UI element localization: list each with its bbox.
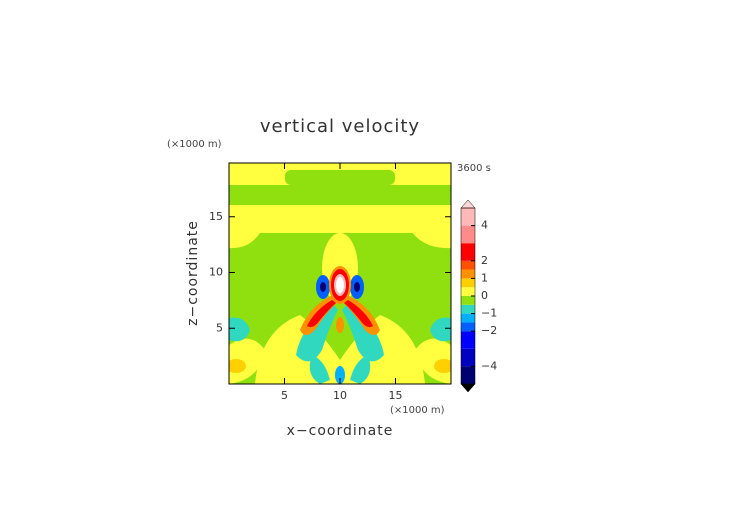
field-core bbox=[336, 277, 344, 293]
colorbar-under bbox=[460, 383, 476, 393]
colorbar-tick-label: −4 bbox=[481, 359, 497, 372]
field-arm bbox=[296, 300, 338, 362]
field-arm bbox=[342, 300, 384, 362]
field-blob bbox=[434, 359, 451, 373]
colorbar-band bbox=[461, 366, 475, 384]
colorbar-tick-label: −1 bbox=[481, 307, 497, 320]
colorbar-tick-label: 4 bbox=[481, 219, 488, 232]
colorbar-band bbox=[461, 322, 475, 332]
x-tick-label: 5 bbox=[281, 389, 288, 402]
field-blob bbox=[320, 282, 326, 292]
field-blob bbox=[336, 317, 344, 333]
x-axis-label: x−coordinate bbox=[287, 423, 394, 439]
x-tick-label: 15 bbox=[389, 389, 403, 402]
field-arm bbox=[307, 300, 336, 328]
colorbar-over bbox=[460, 199, 476, 209]
colorbar-band bbox=[461, 243, 475, 261]
colorbar-band bbox=[461, 331, 475, 349]
x-tick-label: 10 bbox=[333, 389, 347, 402]
field-arm bbox=[344, 300, 373, 328]
field-band bbox=[229, 205, 451, 249]
field-blob bbox=[354, 282, 360, 292]
field-band bbox=[285, 170, 395, 185]
y-unit: (×1000 m) bbox=[167, 139, 222, 150]
colorbar-band bbox=[461, 225, 475, 244]
colorbar-band bbox=[461, 296, 475, 305]
colorbar-tick-label: 2 bbox=[481, 254, 488, 267]
y-tick-label: 15 bbox=[209, 210, 223, 223]
colorbar-band bbox=[461, 348, 475, 367]
chart-title: vertical velocity bbox=[260, 116, 420, 137]
colorbar-band bbox=[461, 304, 475, 314]
y-axis-label: z−coordinate bbox=[185, 220, 201, 326]
field-arm bbox=[309, 355, 371, 384]
time-label: 3600 s bbox=[457, 163, 491, 174]
y-tick-label: 10 bbox=[209, 266, 223, 279]
colorbar-tick-label: −2 bbox=[481, 324, 497, 337]
colorbar-tick-label: 1 bbox=[481, 271, 488, 284]
x-unit: (×1000 m) bbox=[390, 405, 445, 416]
colorbar-band bbox=[461, 287, 475, 296]
colorbar-band bbox=[461, 269, 475, 279]
colorbar-band bbox=[461, 313, 475, 323]
field-blob bbox=[229, 359, 246, 373]
colorbar-band bbox=[461, 260, 475, 270]
colorbar-tick-label: 0 bbox=[481, 289, 488, 302]
field-blob bbox=[229, 338, 451, 384]
y-tick-label: 5 bbox=[216, 321, 223, 334]
colorbar-band bbox=[461, 278, 475, 288]
colorbar-band bbox=[461, 208, 475, 226]
field-blob bbox=[335, 366, 345, 384]
field-blob bbox=[255, 315, 425, 384]
contour-field bbox=[229, 163, 451, 384]
